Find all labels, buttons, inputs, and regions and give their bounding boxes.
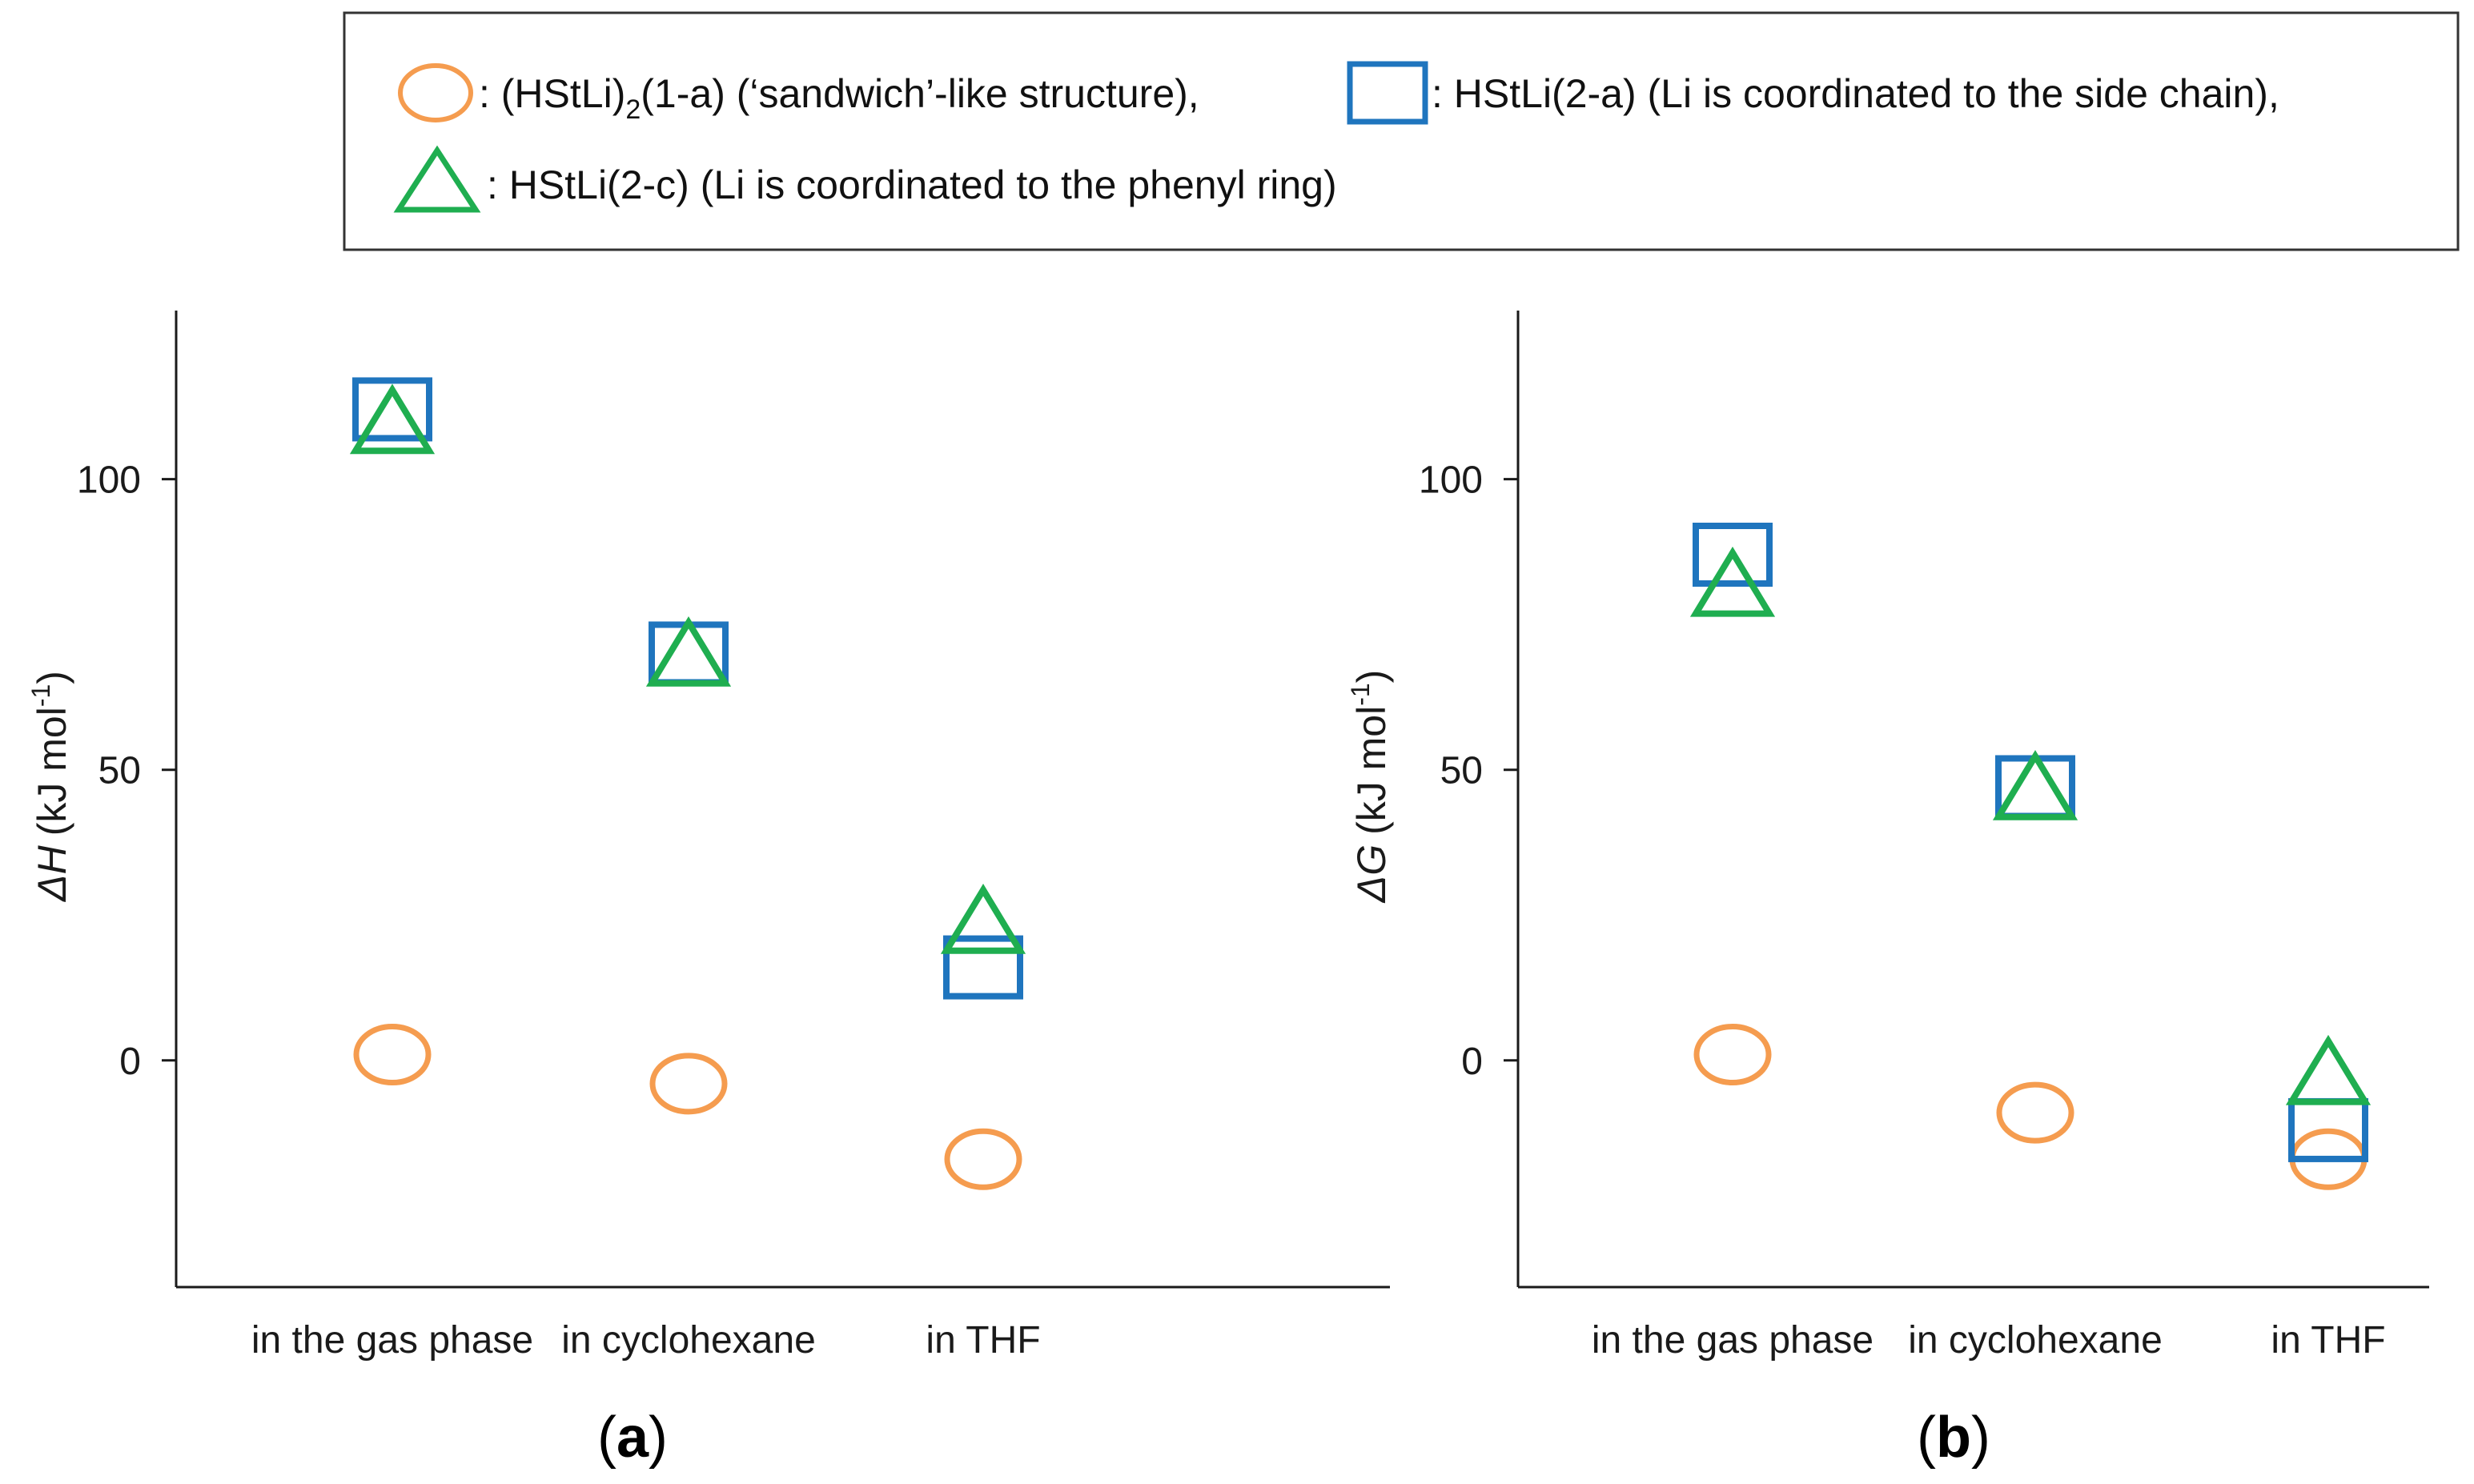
panel-a-circle-marker <box>353 1024 432 1086</box>
legend-label-square: : HStLi(2-a) (Li is coordinated to the s… <box>1432 71 2279 116</box>
panel-b-square-marker <box>1995 755 2075 820</box>
panel-b-ytick-label: 100 <box>1419 459 1483 502</box>
panel-b-plot: ΔG(kJ mol-1) (b) 0 50 100 in the gas phase i… <box>1346 311 2429 1470</box>
legend-label-triangle: : HStLi(2-c) (Li is coordinated to the p… <box>487 162 1337 207</box>
legend-box <box>343 11 2460 251</box>
panel-b-y-axis-label: ΔG(kJ mol-1) <box>1346 670 1394 904</box>
panel-a-plot: ΔH(kJ mol-1) (a) 0 50 100 in the gas phase i… <box>26 311 1390 1470</box>
panel-b-triangle-marker <box>1689 546 1776 617</box>
panel-a-label: (a) <box>597 1406 668 1470</box>
panel-a-circle-marker <box>649 1053 728 1115</box>
panel-b-triangle-marker <box>2285 1034 2372 1105</box>
legend-square-marker <box>1347 61 1428 125</box>
panel-b-label: (b) <box>1917 1406 1990 1470</box>
panel-b-category-label: in the gas phase <box>1592 1319 1874 1362</box>
panel-b-triangle-marker <box>1992 750 2078 820</box>
panel-a-triangle-marker <box>349 383 436 455</box>
panel-a-square-marker <box>352 377 432 442</box>
panel-a-category-label: in THF <box>926 1319 1040 1362</box>
panel-b-category-label: in cyclohexane <box>1908 1319 2163 1362</box>
panel-a-ytick-label: 100 <box>77 459 141 502</box>
legend-triangle-marker <box>393 145 481 213</box>
panel-a-y-axis-label: ΔH(kJ mol-1) <box>26 671 74 902</box>
panel-b-square-marker <box>1693 523 1773 587</box>
panel-a-category-label: in the gas phase <box>251 1319 533 1362</box>
panel-a-square-marker <box>943 935 1023 1000</box>
panel-a-square-marker <box>649 621 729 686</box>
panel-b-ytick-label: 0 <box>1461 1041 1483 1083</box>
panel-a-triangle-marker <box>645 616 732 687</box>
legend-circle-marker <box>398 63 473 122</box>
panel-a-ytick-label: 0 <box>119 1041 141 1083</box>
panel-a-circle-marker <box>944 1128 1022 1190</box>
panel-b-ytick-label: 50 <box>1440 750 1483 792</box>
panel-a-triangle-marker <box>940 884 1026 954</box>
legend-label-circle: : (HStLi)2(1-a) (‘sandwich’-like structu… <box>479 71 1199 125</box>
panel-b-circle-marker <box>1693 1024 1772 1086</box>
panel-a-ytick-label: 50 <box>98 750 141 792</box>
panel-b-circle-marker <box>1996 1081 2074 1144</box>
panel-a-category-label: in cyclohexane <box>561 1319 816 1362</box>
panel-b-category-label: in THF <box>2271 1319 2385 1362</box>
legend: : (HStLi)2(1-a) (‘sandwich’-like structu… <box>343 11 2460 251</box>
